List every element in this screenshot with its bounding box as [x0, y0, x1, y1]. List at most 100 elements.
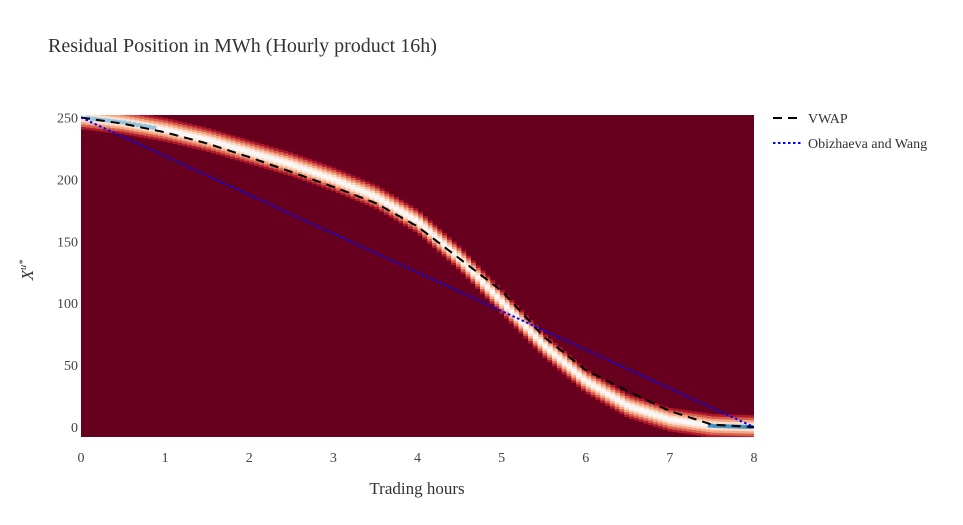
heatmap-cell: [743, 424, 749, 429]
series-line-obizhaeva-and-wang: [81, 116, 754, 428]
heatmap-cell: [335, 179, 342, 184]
heatmap-cell: [407, 215, 414, 220]
heatmap-cell: [566, 364, 572, 370]
heatmap-cell: [90, 116, 96, 121]
y-tick-label: 200: [57, 173, 78, 188]
heatmap-cell: [427, 229, 433, 235]
heatmap-cell: [316, 172, 322, 177]
heatmap-cell: [681, 419, 688, 425]
heatmap-cell: [479, 279, 486, 285]
heatmap-cell: [609, 394, 616, 400]
heatmap-cell: [701, 422, 707, 427]
legend: VWAP Obizhaeva and Wang: [773, 112, 927, 152]
heatmap-cell: [657, 414, 664, 419]
heatmap-cell: [600, 388, 606, 394]
heatmap-cell: [321, 173, 327, 179]
heatmap-cell: [115, 119, 122, 124]
heatmap-cell: [672, 418, 678, 423]
x-tick-label: 0: [78, 451, 85, 466]
heatmap-cell: [181, 132, 188, 137]
heatmap-cell: [150, 125, 157, 130]
heatmap-cell: [282, 160, 289, 165]
heatmap-cell: [225, 143, 231, 149]
heatmap-cell: [186, 133, 193, 138]
heatmap-cell: [422, 225, 428, 231]
x-tick-label: 7: [666, 451, 673, 466]
heatmap-cell: [696, 421, 702, 427]
x-axis-title: Trading hours: [369, 479, 464, 498]
heatmap-cell: [638, 408, 645, 413]
heatmap-background: [81, 115, 754, 437]
heatmap-cell: [590, 383, 596, 388]
heatmap-cell: [287, 161, 294, 167]
heatmap-cell: [585, 380, 592, 385]
heatmap-cell: [364, 191, 371, 196]
heatmap-cell: [537, 339, 544, 344]
heatmap-cell: [278, 159, 284, 164]
heatmap-cell: [624, 403, 630, 408]
heatmap-cell: [258, 153, 265, 158]
heatmap-cell: [234, 146, 241, 151]
heatmap-cell: [614, 397, 620, 402]
heatmap-cell: [125, 121, 132, 126]
heatmap-cell: [369, 193, 375, 198]
heatmap-cell: [542, 344, 548, 349]
heatmap-cell: [350, 185, 356, 190]
heatmap-cell: [633, 406, 640, 411]
x-axis-ticks: 0 1 2 3 4 5 6 7 8: [78, 451, 758, 466]
legend-item[interactable]: Obizhaeva and Wang: [773, 137, 927, 152]
plot-area: [81, 115, 754, 437]
legend-item[interactable]: VWAP: [773, 112, 848, 127]
y-axis-title: Xu*: [18, 260, 37, 281]
heatmap-cell: [547, 348, 553, 353]
heatmap-cell: [556, 356, 563, 361]
heatmap-cell: [263, 154, 270, 160]
heatmap-cell: [157, 126, 164, 132]
heatmap-cell: [215, 140, 222, 146]
heatmap-cell: [677, 418, 683, 424]
heatmap-cell: [532, 334, 539, 339]
heatmap-cell: [475, 275, 481, 280]
y-axis-ticks: 0 50 100 150 200 250: [57, 111, 78, 436]
heatmap-cell: [489, 289, 496, 295]
x-tick-label: 2: [246, 451, 253, 466]
heatmap-cell: [667, 417, 673, 422]
heatmap-cell: [398, 209, 404, 214]
series-layer: [81, 116, 754, 429]
heatmap-cell: [120, 120, 127, 125]
legend-label: VWAP: [808, 112, 848, 127]
heatmap-cell: [306, 168, 313, 174]
heatmap-cell: [268, 156, 274, 161]
heatmap-cell: [172, 129, 178, 135]
heatmap-cell: [738, 424, 744, 429]
heatmap-cell: [643, 409, 649, 415]
x-tick-label: 6: [582, 451, 589, 466]
heatmap-cell: [379, 198, 385, 203]
heatmap-cell: [355, 187, 361, 192]
heatmap-cell: [523, 324, 529, 330]
heatmap-cell: [465, 265, 471, 270]
heatmap-cell: [201, 136, 207, 142]
heatmap-cell: [446, 246, 452, 252]
heatmap-cell: [273, 157, 279, 163]
heatmap-cell: [145, 124, 152, 129]
heatmap-cell: [451, 251, 457, 256]
heatmap-cell: [205, 137, 212, 143]
svg-text:Xu*: Xu*: [18, 260, 37, 281]
heatmap-cell: [648, 411, 654, 416]
heatmap-cell: [326, 175, 332, 180]
heatmap-cell: [629, 404, 635, 410]
heatmap-cell: [431, 234, 438, 239]
heatmap-cell: [561, 360, 568, 366]
heatmap-cell: [359, 189, 366, 194]
chart-title: Residual Position in MWh (Hourly product…: [48, 35, 437, 57]
heatmap-cell: [528, 329, 534, 334]
heatmap-cell: [412, 217, 419, 223]
heatmap-cell: [162, 127, 169, 133]
heatmap-cell: [691, 420, 697, 426]
y-tick-label: 100: [57, 297, 78, 312]
heatmap-cell: [436, 238, 443, 243]
heatmap-cell: [135, 123, 142, 128]
legend-label: Obizhaeva and Wang: [808, 137, 927, 152]
